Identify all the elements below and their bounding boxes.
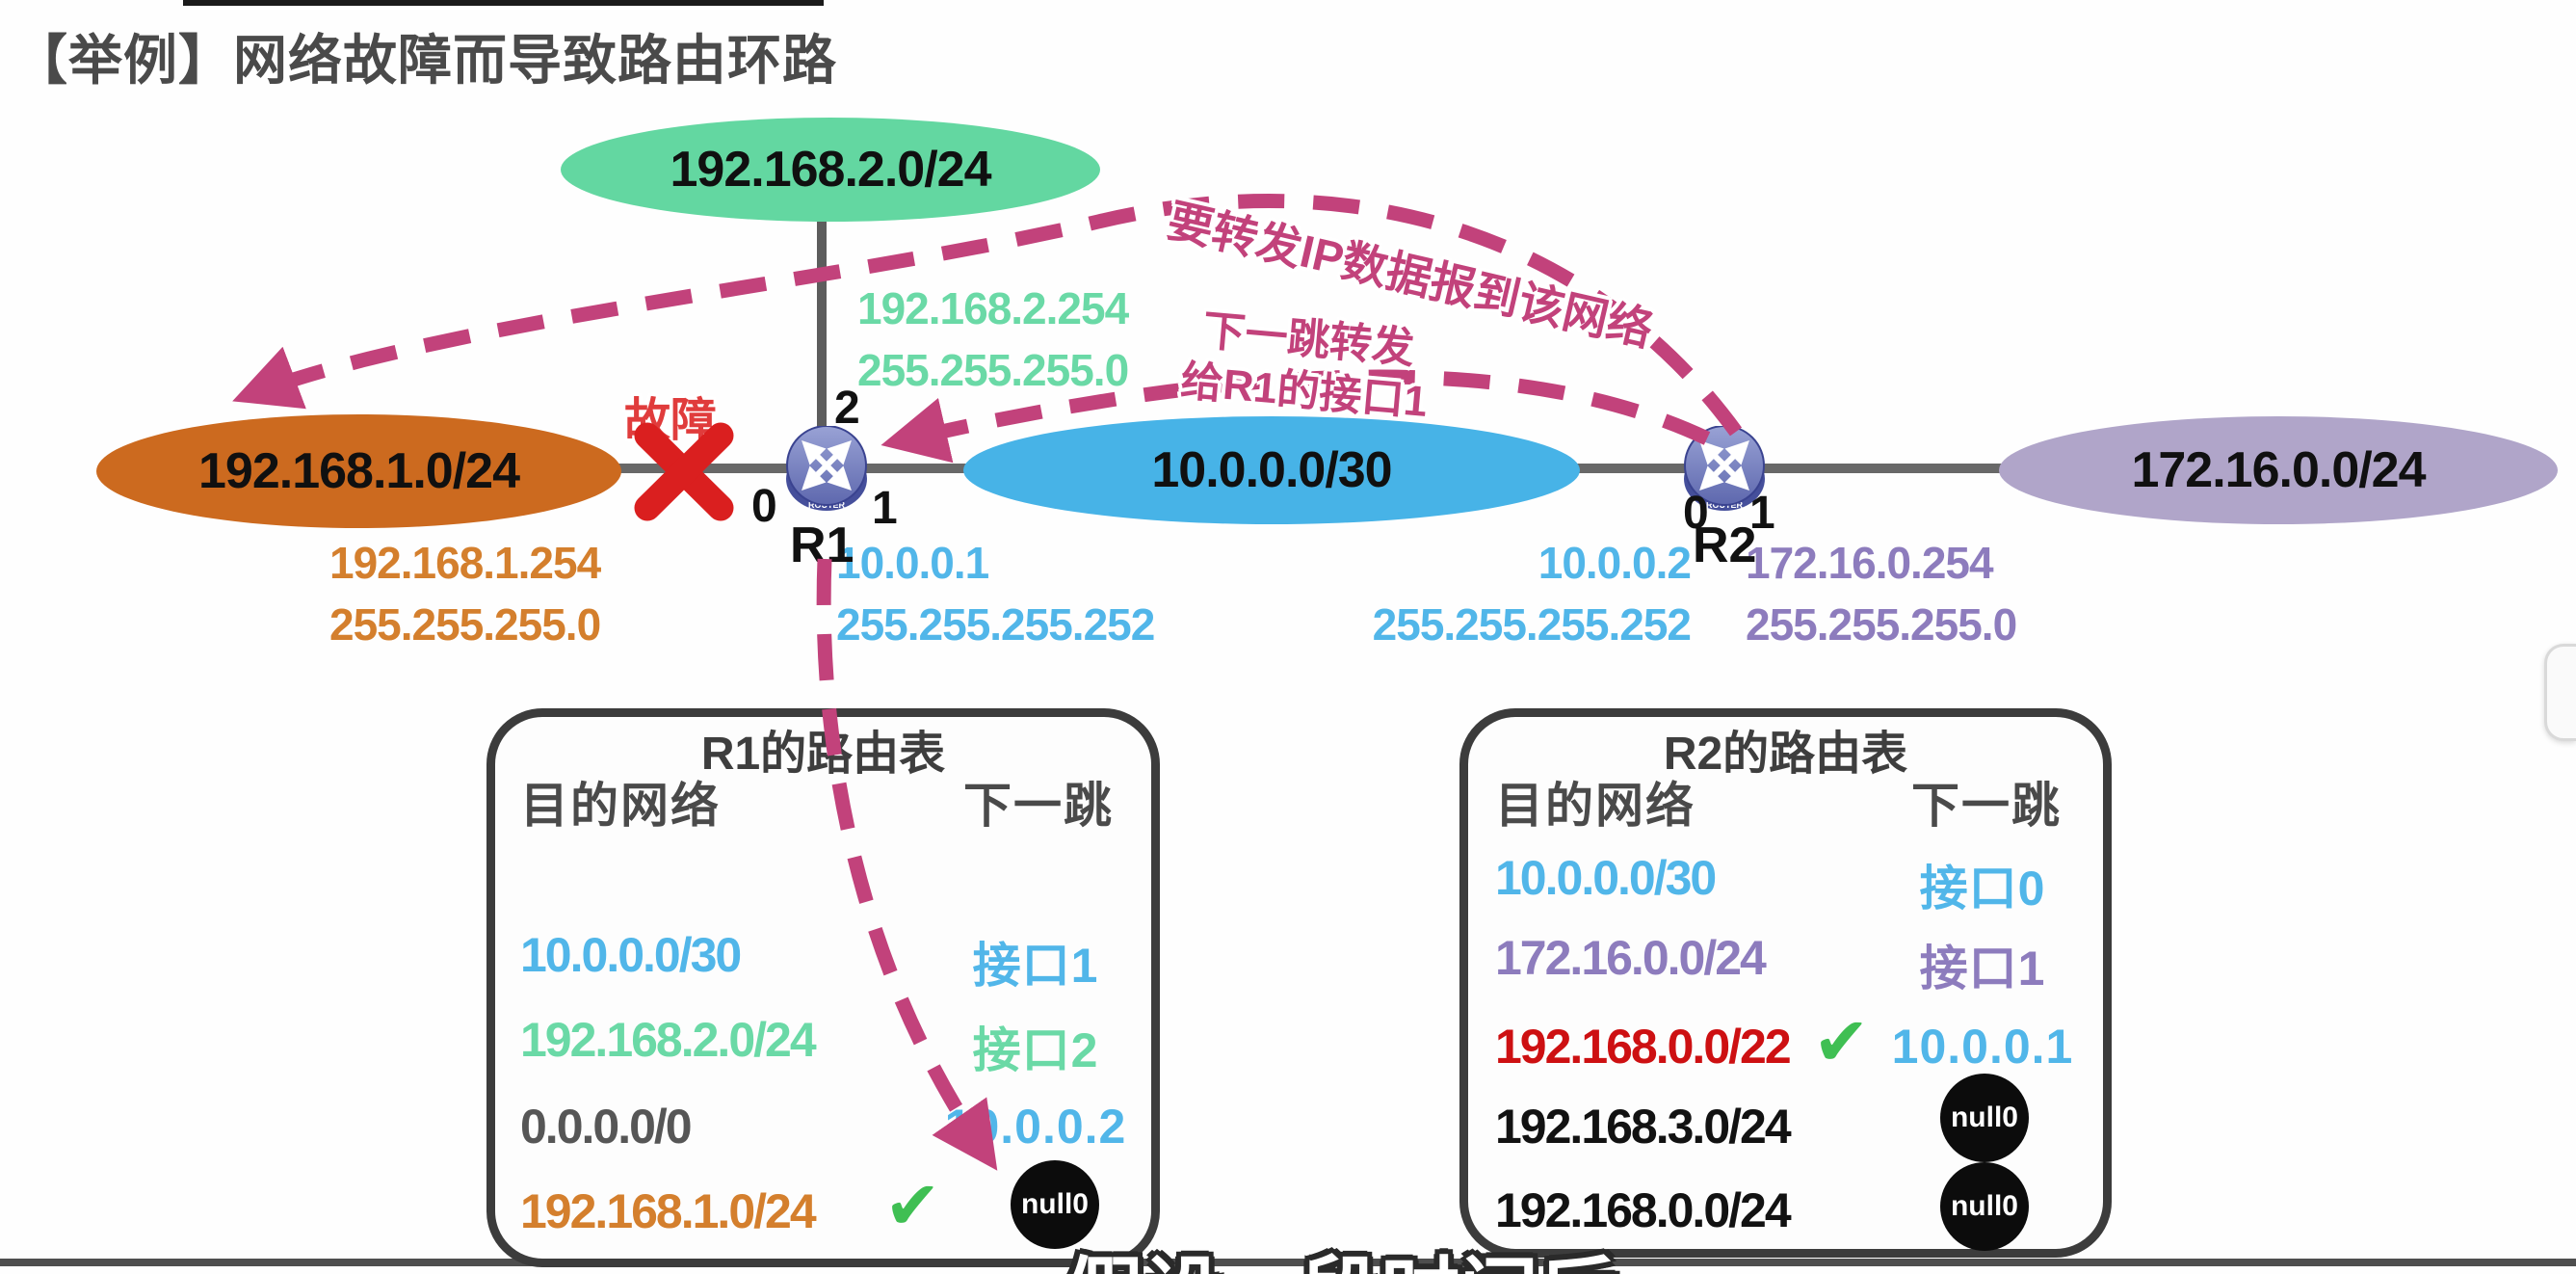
null0-label: null0 [1950, 1101, 2018, 1133]
ip-address: 192.168.2.254 [857, 283, 1129, 333]
network-label: 172.16.0.0/24 [2131, 442, 2426, 498]
fault-label: 故障 [624, 395, 718, 446]
subtitle-caption: 假设一段时间后 [1065, 1230, 1617, 1274]
null0-label: null0 [1950, 1190, 2018, 1222]
address-block-blue-left: 10.0.0.1 255.255.255.252 [836, 532, 1155, 655]
r1-row-dest: 0.0.0.0/0 [520, 1100, 693, 1154]
subnet-mask: 255.255.255.0 [329, 599, 601, 650]
r2-col-dest: 目的网络 [1495, 779, 1695, 833]
r2-row-dest: 192.168.0.0/22 [1495, 1020, 1792, 1074]
address-block-blue-right: 10.0.0.2 255.255.255.252 [1166, 532, 1692, 655]
r2-interface-0-label: 0 [1683, 488, 1709, 539]
top-crop-bar [183, 0, 824, 6]
r1-interface-2-label: 2 [834, 383, 860, 434]
network-label: 10.0.0.0/30 [1151, 442, 1392, 498]
ip-address: 10.0.0.2 [1538, 538, 1692, 588]
r2-row-dest: 10.0.0.0/30 [1495, 851, 1717, 905]
null0-label: null0 [1020, 1188, 1089, 1220]
router-r1-name: R1 [790, 518, 854, 573]
ip-address: 192.168.1.254 [329, 538, 601, 588]
null0-badge: null0 [1940, 1162, 2029, 1251]
null0-badge: null0 [1011, 1160, 1099, 1249]
r2-row-dest: 192.168.0.0/24 [1495, 1183, 1792, 1237]
subnet-mask: 255.255.255.0 [1746, 599, 2017, 650]
r1-row-dest: 192.168.2.0/24 [520, 1013, 817, 1067]
page-title: 【举例】网络故障而导致路由环路 [13, 30, 837, 91]
r1-col-next: 下一跳 [963, 779, 1114, 833]
network-ellipse-10-0-0-0: 10.0.0.0/30 [963, 416, 1580, 524]
subnet-mask: 255.255.255.0 [857, 345, 1129, 395]
r1-row-dest: 10.0.0.0/30 [520, 928, 742, 982]
r1-interface-1-label: 1 [872, 483, 898, 534]
router-arrows-glyph [1699, 440, 1749, 491]
edge-widget-tab[interactable] [2544, 644, 2576, 741]
router-arrows-glyph [802, 440, 852, 491]
network-ellipse-192-168-2: 192.168.2.0/24 [561, 118, 1100, 222]
nexthop-note: 下一跳转发 给R1的接口1 [1148, 301, 1464, 431]
ip-address: 172.16.0.254 [1746, 538, 1994, 588]
r2-row-next: 接口0 [1919, 862, 2046, 916]
r1-row-dest: 192.168.1.0/24 [520, 1184, 817, 1238]
r1-col-dest: 目的网络 [520, 779, 721, 833]
null0-badge: null0 [1940, 1074, 2029, 1162]
check-icon: ✔ [884, 1168, 941, 1243]
r1-interface-0-label: 0 [751, 481, 777, 532]
network-label: 192.168.2.0/24 [670, 142, 992, 198]
r2-col-next: 下一跳 [1911, 779, 2062, 833]
r2-row-next: 10.0.0.1 [1891, 1020, 2074, 1074]
r2-table-title: R2的路由表 [1663, 729, 1908, 780]
r2-row-next: 接口1 [1919, 942, 2046, 995]
network-label: 192.168.1.0/24 [198, 443, 520, 499]
router-r2-name: R2 [1693, 518, 1757, 573]
address-block-orange: 192.168.1.254 255.255.255.0 [329, 532, 601, 655]
network-ellipse-172-16-0-0: 172.16.0.0/24 [1999, 416, 2558, 524]
r1-row-next: 接口2 [972, 1023, 1099, 1077]
address-block-green: 192.168.2.254 255.255.255.0 [857, 278, 1129, 401]
address-block-purple: 172.16.0.254 255.255.255.0 [1746, 532, 2017, 655]
r2-row-dest: 172.16.0.0/24 [1495, 931, 1767, 985]
r1-row-next: 10.0.0.2 [944, 1100, 1127, 1154]
r1-row-next: 接口1 [972, 939, 1099, 993]
check-icon: ✔ [1813, 1004, 1870, 1079]
footer-divider-line [0, 1259, 2576, 1266]
r2-row-dest: 192.168.3.0/24 [1495, 1100, 1792, 1154]
router-icon: ROUTER [786, 426, 867, 511]
subnet-mask: 255.255.255.252 [1372, 599, 1692, 650]
ip-address: 10.0.0.1 [836, 538, 989, 588]
subnet-mask: 255.255.255.252 [836, 599, 1155, 650]
network-ellipse-192-168-1: 192.168.1.0/24 [96, 414, 621, 528]
r2-interface-1-label: 1 [1749, 488, 1775, 539]
